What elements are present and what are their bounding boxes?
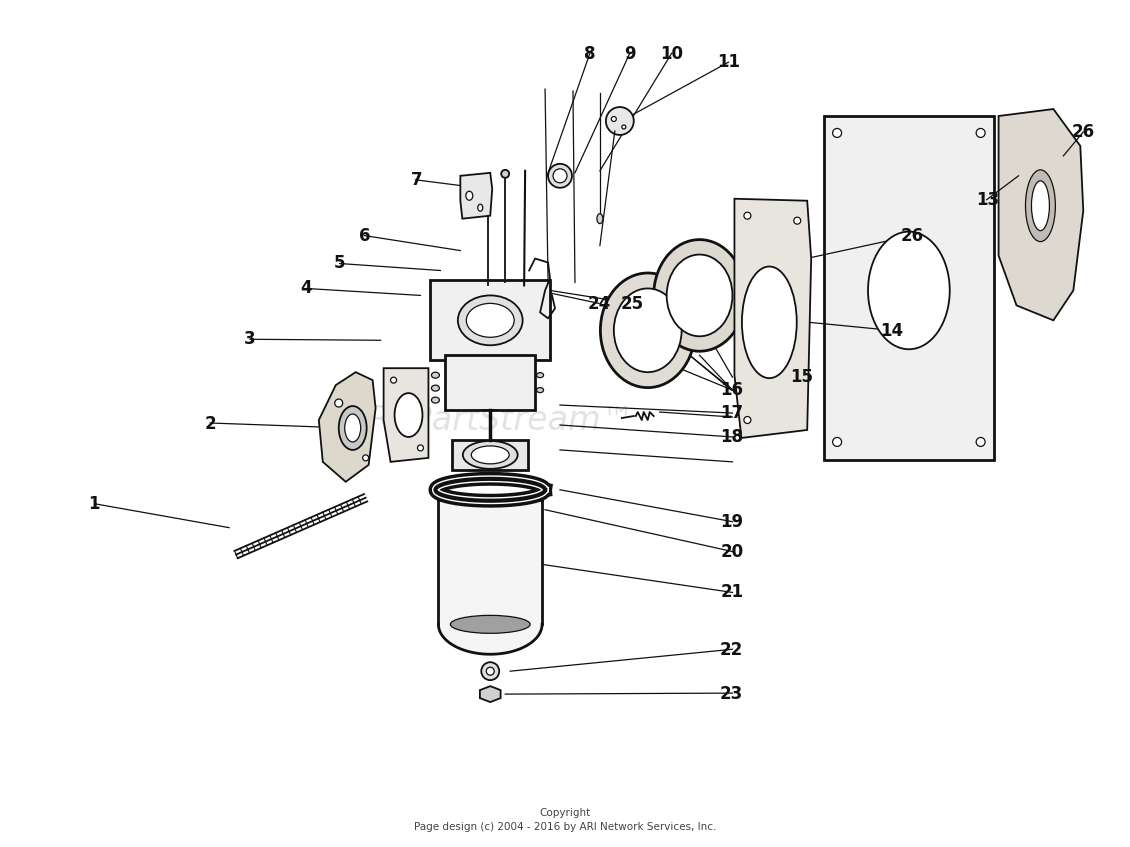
Ellipse shape <box>744 417 751 424</box>
Ellipse shape <box>611 117 616 121</box>
Bar <box>431 280 550 360</box>
Text: 19: 19 <box>720 513 744 531</box>
Text: 6: 6 <box>358 227 371 245</box>
Ellipse shape <box>614 289 681 372</box>
Ellipse shape <box>654 240 746 352</box>
Ellipse shape <box>394 393 423 437</box>
Ellipse shape <box>553 169 567 183</box>
Ellipse shape <box>432 385 440 391</box>
Ellipse shape <box>334 399 342 407</box>
Text: 9: 9 <box>625 45 636 63</box>
Text: 24: 24 <box>588 295 610 313</box>
Text: 17: 17 <box>720 404 744 423</box>
Text: 4: 4 <box>301 280 312 297</box>
Ellipse shape <box>432 397 440 403</box>
Polygon shape <box>438 624 542 654</box>
Ellipse shape <box>976 129 985 137</box>
Text: 16: 16 <box>720 381 744 399</box>
Text: 20: 20 <box>720 543 744 561</box>
Ellipse shape <box>486 667 494 675</box>
Text: 14: 14 <box>880 322 903 340</box>
Text: Page design (c) 2004 - 2016 by ARI Network Services, Inc.: Page design (c) 2004 - 2016 by ARI Netwo… <box>414 822 716 832</box>
Ellipse shape <box>537 373 544 378</box>
Text: 8: 8 <box>584 45 596 63</box>
Polygon shape <box>460 173 493 219</box>
Ellipse shape <box>606 107 634 135</box>
Text: 5: 5 <box>334 254 346 272</box>
Text: 13: 13 <box>976 191 999 208</box>
Ellipse shape <box>432 372 440 378</box>
Text: 11: 11 <box>716 53 740 71</box>
Ellipse shape <box>463 441 518 469</box>
Text: 22: 22 <box>720 640 744 659</box>
Text: 7: 7 <box>410 171 423 190</box>
Text: 10: 10 <box>661 45 684 63</box>
Text: 15: 15 <box>790 368 812 386</box>
Ellipse shape <box>868 231 949 349</box>
Ellipse shape <box>537 388 544 393</box>
Ellipse shape <box>793 217 801 224</box>
Bar <box>452 440 528 470</box>
Ellipse shape <box>597 213 603 224</box>
Ellipse shape <box>417 445 424 451</box>
Ellipse shape <box>742 267 797 378</box>
Ellipse shape <box>622 125 626 129</box>
Ellipse shape <box>345 414 360 442</box>
Polygon shape <box>319 372 375 482</box>
Ellipse shape <box>548 163 572 188</box>
Ellipse shape <box>502 170 510 178</box>
Ellipse shape <box>833 129 842 137</box>
Ellipse shape <box>391 377 397 383</box>
Text: 18: 18 <box>720 428 744 446</box>
Text: 3: 3 <box>244 330 255 348</box>
Bar <box>824 116 993 460</box>
Polygon shape <box>383 368 428 462</box>
Ellipse shape <box>667 255 732 336</box>
Ellipse shape <box>458 296 523 346</box>
Ellipse shape <box>600 273 695 388</box>
Polygon shape <box>438 500 542 624</box>
Ellipse shape <box>339 406 366 450</box>
Text: 2: 2 <box>205 414 216 433</box>
Ellipse shape <box>1026 170 1055 241</box>
Ellipse shape <box>466 191 472 200</box>
Text: 25: 25 <box>622 295 644 313</box>
Ellipse shape <box>363 455 368 461</box>
Text: 26: 26 <box>901 227 923 245</box>
Bar <box>445 355 536 410</box>
Ellipse shape <box>451 616 530 634</box>
Ellipse shape <box>481 662 499 680</box>
Text: 1: 1 <box>88 495 99 512</box>
Text: 21: 21 <box>720 584 744 601</box>
Ellipse shape <box>478 204 483 211</box>
Polygon shape <box>734 199 811 438</box>
Text: 26: 26 <box>1071 124 1095 141</box>
Ellipse shape <box>471 446 510 464</box>
Polygon shape <box>999 109 1084 320</box>
Text: Copyright: Copyright <box>539 808 591 818</box>
Text: ARI PartStream™: ARI PartStream™ <box>346 403 635 436</box>
Ellipse shape <box>833 437 842 446</box>
Ellipse shape <box>1032 180 1050 230</box>
Ellipse shape <box>744 213 751 219</box>
Polygon shape <box>480 686 501 702</box>
Ellipse shape <box>467 303 514 337</box>
Ellipse shape <box>976 437 985 446</box>
Text: 23: 23 <box>720 684 744 703</box>
